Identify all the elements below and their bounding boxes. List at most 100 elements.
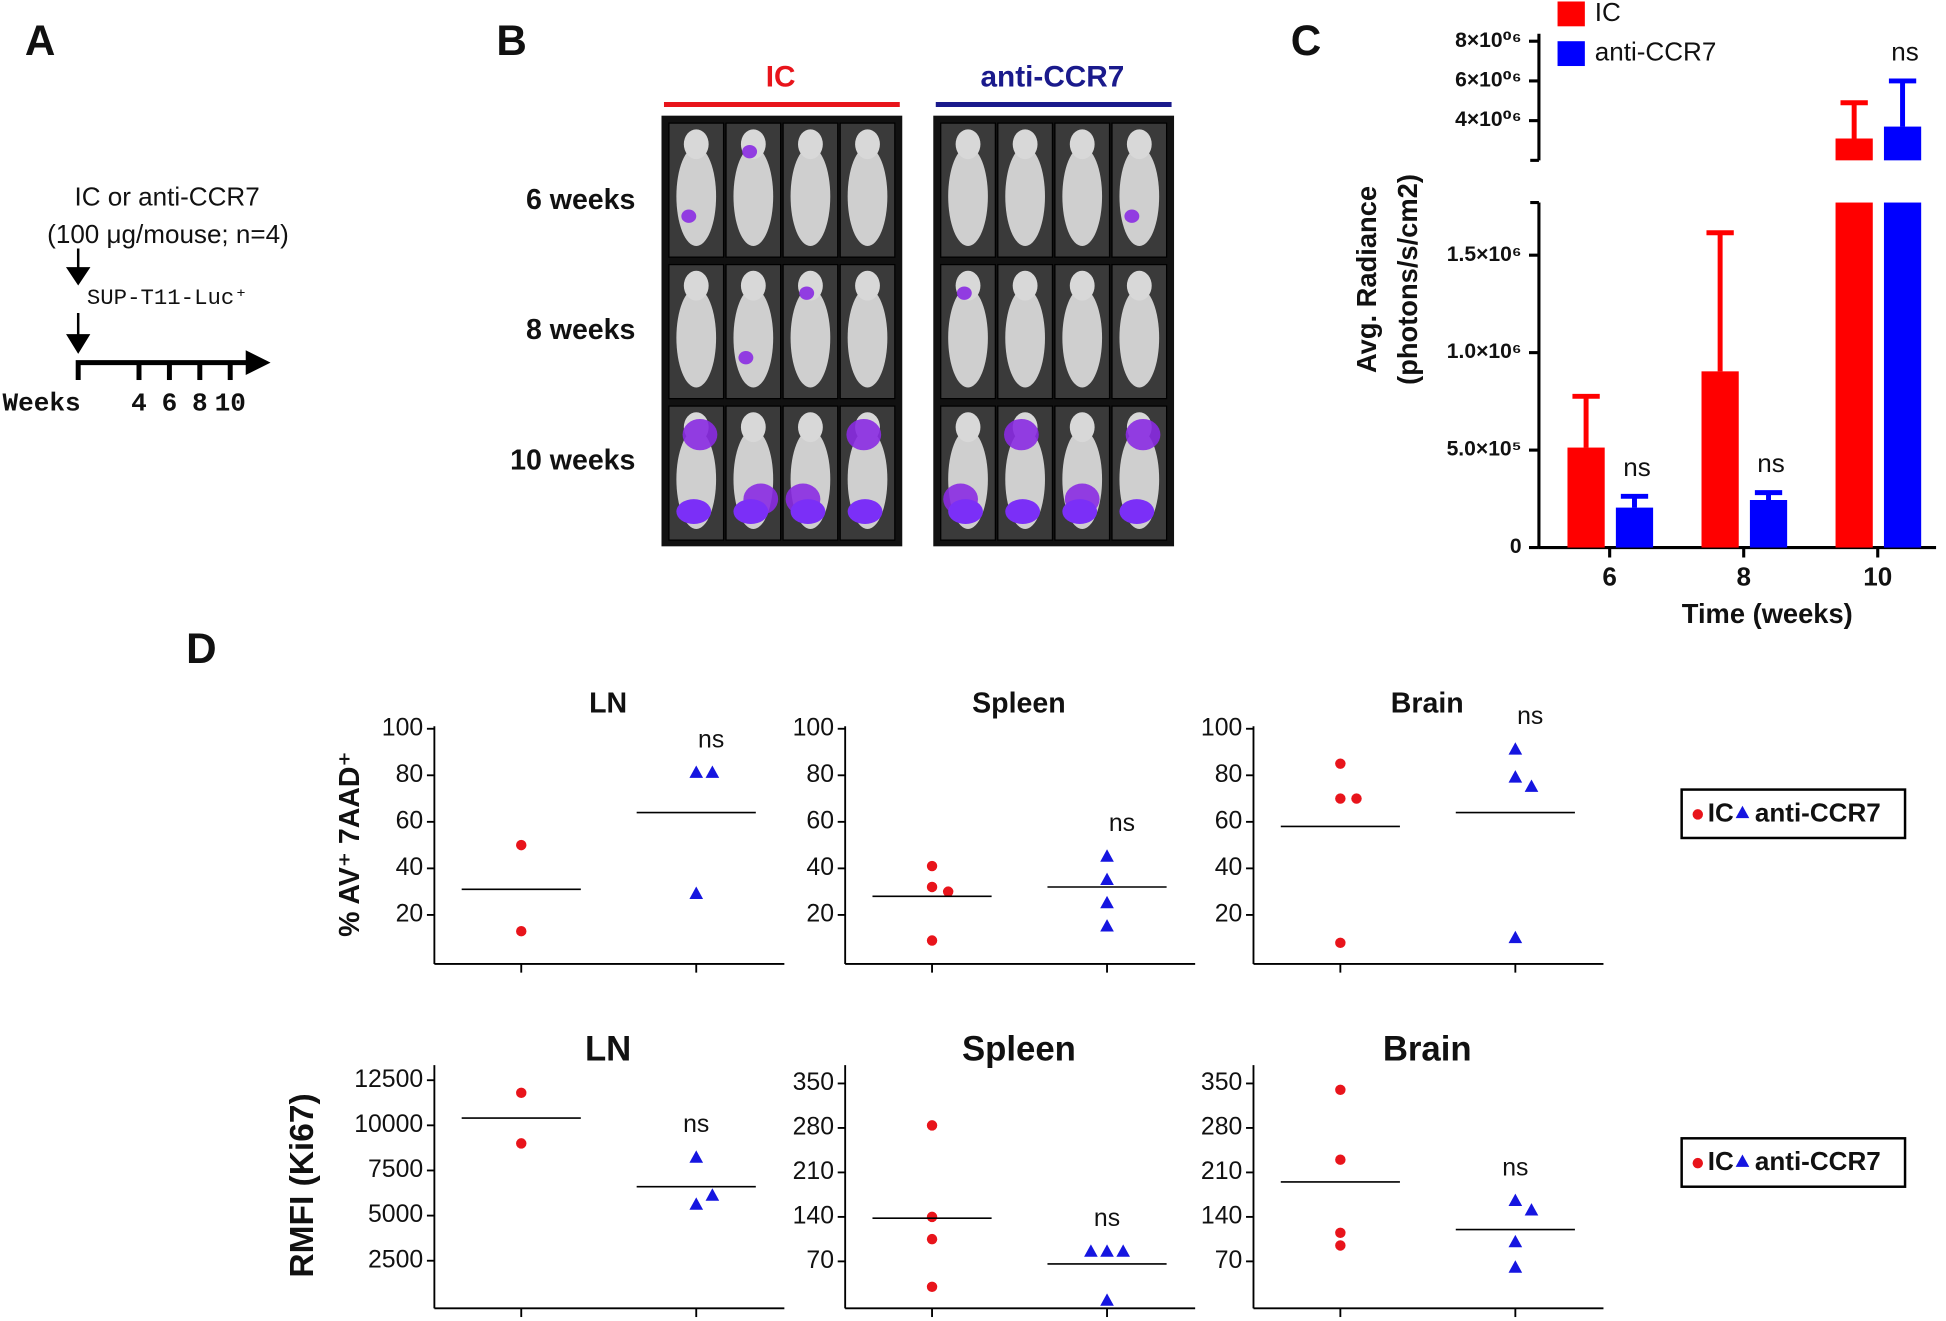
panel-label: A <box>25 17 55 64</box>
y-tick-label: 60 <box>806 807 834 834</box>
timeline <box>75 360 249 381</box>
annotation: ns <box>1891 37 1919 67</box>
row-label: 8 weeks <box>526 314 635 346</box>
y-tick-label: 4×10⁰⁶ <box>1455 108 1521 131</box>
y-axis-label: RMFI (Ki67) <box>284 1093 321 1277</box>
arrow <box>65 248 91 286</box>
point <box>1508 1260 1523 1273</box>
mouse-body <box>847 146 888 246</box>
legend-marker <box>1692 809 1703 820</box>
signal <box>738 350 754 365</box>
point <box>1100 1244 1114 1257</box>
mouse-head <box>683 270 709 301</box>
signal <box>1124 209 1140 223</box>
signal <box>682 418 718 451</box>
bar <box>1567 447 1605 548</box>
point <box>516 839 527 851</box>
bar <box>1883 202 1922 548</box>
dose-text: (100 μg/mouse; n=4) <box>47 219 289 249</box>
legend-label: IC <box>1708 797 1734 827</box>
y-tick-label: 12500 <box>354 1066 423 1093</box>
signal <box>1119 499 1155 524</box>
annotation: ns <box>1757 448 1785 478</box>
cells-text: SUP-T11-Luc⁺ <box>87 285 248 311</box>
legend-label: anti-CCR7 <box>1755 1146 1881 1176</box>
y-tick-label: 100 <box>793 714 834 741</box>
legend-label: anti-CCR7 <box>1595 37 1717 67</box>
x-tick-label: 6 <box>1602 561 1617 591</box>
chart-title: Spleen <box>962 1031 1076 1069</box>
mouse-head <box>1126 129 1152 160</box>
mouse-head <box>955 129 981 160</box>
panel-label: C <box>1291 17 1321 64</box>
legend-label: IC <box>1595 0 1621 27</box>
timeline-arrow <box>245 350 271 376</box>
timeline-label: Weeks <box>2 388 80 418</box>
y-tick-label: 0 <box>1510 535 1522 558</box>
panel-label: D <box>186 625 216 672</box>
y-tick-label: 20 <box>1215 900 1243 927</box>
point <box>1508 742 1523 755</box>
y-tick-label: 350 <box>1201 1069 1242 1096</box>
mouse-body <box>676 288 717 388</box>
y-tick-label: 8×10⁰⁶ <box>1455 29 1521 52</box>
signal <box>676 499 712 524</box>
point <box>705 1188 720 1201</box>
annotation: ns <box>1109 810 1135 837</box>
point <box>926 1211 938 1223</box>
point <box>1100 849 1114 862</box>
mouse-body <box>948 288 988 388</box>
signal <box>1125 418 1161 451</box>
point <box>1084 1244 1098 1257</box>
y-tick-label: 5000 <box>368 1201 423 1228</box>
legend-swatch <box>1557 41 1585 67</box>
legend-marker <box>1692 1157 1703 1169</box>
mouse-head <box>1012 270 1038 301</box>
point <box>926 881 938 893</box>
y-tick-label: 5.0×10⁵ <box>1447 438 1522 461</box>
annotation: ns <box>683 1111 709 1138</box>
y-tick-label: 20 <box>806 900 834 927</box>
mouse-body <box>1062 288 1103 388</box>
y-tick-label: 60 <box>1215 807 1243 834</box>
point <box>926 1233 938 1245</box>
y-tick-label: 80 <box>396 761 424 788</box>
legend-box <box>1680 1137 1907 1188</box>
y-tick-label: 40 <box>1215 854 1243 881</box>
y-tick-label: 20 <box>396 900 424 927</box>
week-label: 10 <box>215 388 246 418</box>
mouse-body <box>790 146 831 246</box>
point <box>1335 758 1346 769</box>
point <box>926 860 938 872</box>
signal <box>948 499 983 524</box>
annotation: ns <box>1517 703 1543 730</box>
legend-swatch <box>1557 1 1585 27</box>
y-tick-label: 1.0×10⁶ <box>1447 340 1522 363</box>
point <box>1335 1084 1346 1096</box>
point <box>1524 779 1539 792</box>
mouse-body <box>847 288 888 388</box>
week-label: 6 <box>162 388 178 418</box>
mouse-body <box>1119 288 1160 388</box>
y-tick-label: 280 <box>793 1113 834 1140</box>
mouse-body <box>1062 146 1103 246</box>
mouse-body <box>733 146 774 246</box>
point <box>689 1150 704 1163</box>
point <box>705 765 720 778</box>
mouse-head <box>1069 412 1095 443</box>
signal <box>1004 418 1039 451</box>
mouse-head <box>855 129 880 160</box>
y-tick-label: 350 <box>793 1069 834 1096</box>
legend-marker <box>1735 1154 1750 1167</box>
y-tick-label: 80 <box>1215 761 1243 788</box>
x-tick-label: 10 <box>1863 561 1892 591</box>
y-axis-label: Avg. Radiance <box>1351 186 1382 373</box>
y-tick-label: 100 <box>382 714 423 741</box>
mouse-body <box>1005 288 1045 388</box>
bar <box>1701 371 1739 548</box>
annotation: ns <box>1623 452 1651 482</box>
bar-upper <box>1835 138 1873 161</box>
treatment-text: IC or anti-CCR7 <box>74 182 259 212</box>
y-tick-label: 100 <box>1201 714 1242 741</box>
